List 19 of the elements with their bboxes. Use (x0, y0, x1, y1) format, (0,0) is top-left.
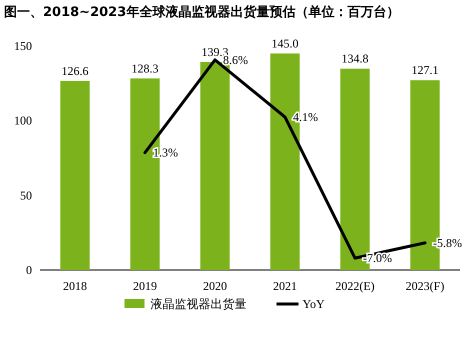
x-tick-label: 2018 (63, 279, 87, 293)
y-tick-label: 50 (20, 188, 32, 202)
x-tick-label: 2021 (273, 279, 297, 293)
data-label: 128.3 (132, 61, 158, 76)
bar (60, 80, 90, 270)
legend-label: YoY (302, 297, 325, 311)
x-tick-label: 2020 (203, 279, 227, 293)
x-tick-label: 2023(F) (406, 279, 444, 293)
y-tick-label: 100 (14, 114, 32, 128)
y-tick-label: 0 (26, 263, 32, 277)
x-tick-label: 2022(E) (335, 279, 375, 293)
x-tick-label: 2019 (133, 279, 157, 293)
data-label: 127.1 (412, 63, 438, 78)
chart-title: 图一、2018~2023年全球液晶监视器出货量预估（单位：百万台） (4, 4, 400, 20)
data-label: 126.6 (62, 64, 88, 78)
legend-label: 液晶监视器出货量 (150, 297, 246, 311)
data-label: 134.8 (342, 52, 368, 66)
y-tick-label: 150 (14, 39, 32, 53)
data-label: 145.0 (272, 36, 298, 50)
